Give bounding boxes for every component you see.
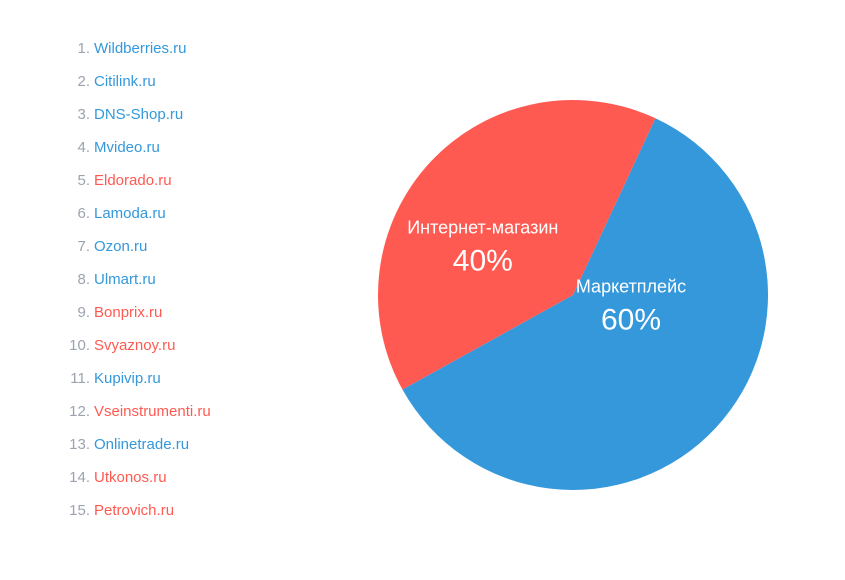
site-list-item: Citilink.ru [94,73,320,91]
site-list-item: Mvideo.ru [94,139,320,157]
site-list-item: Svyaznoy.ru [94,337,320,355]
site-list-item: Ozon.ru [94,238,320,256]
site-list: Wildberries.ru Citilink.ru DNS-Shop.ru Mvid… [60,40,320,520]
site-list-item: Wildberries.ru [94,40,320,58]
site-list-item: Petrovich.ru [94,502,320,520]
site-list-item: Onlinetrade.ru [94,436,320,454]
site-list-item: Eldorado.ru [94,172,320,190]
pie-svg [378,100,768,490]
site-list-item: Ulmart.ru [94,271,320,289]
site-list-item: Lamoda.ru [94,205,320,223]
site-list-item: Utkonos.ru [94,469,320,487]
site-list-item: Bonprix.ru [94,304,320,322]
site-list-item: Kupivip.ru [94,370,320,388]
pie-chart: Маркетплейс60%Интернет-магазин40% [378,100,768,490]
chart-panel: Маркетплейс60%Интернет-магазин40% [320,40,825,550]
site-list-item: DNS-Shop.ru [94,106,320,124]
layout-container: Wildberries.ru Citilink.ru DNS-Shop.ru Mvid… [0,0,845,580]
site-list-item: Vseinstrumenti.ru [94,403,320,421]
site-list-panel: Wildberries.ru Citilink.ru DNS-Shop.ru Mvid… [60,40,320,550]
